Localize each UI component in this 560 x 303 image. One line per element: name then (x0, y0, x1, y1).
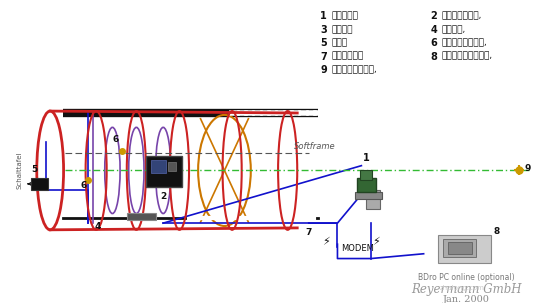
Text: 6: 6 (112, 135, 118, 144)
Bar (438, 235, 491, 263)
Bar (447, 242, 472, 254)
Text: 净空测量: 净空测量 (332, 25, 353, 34)
Text: Softframe: Softframe (295, 142, 336, 151)
Text: 6: 6 (81, 181, 87, 190)
Text: 5: 5 (320, 38, 327, 48)
Text: 马达全站仪: 马达全站仪 (332, 12, 358, 21)
Text: ⚡: ⚡ (322, 237, 330, 247)
Text: 1: 1 (320, 12, 327, 22)
Bar (146, 156, 183, 187)
Bar (31, 178, 48, 190)
Bar (168, 162, 176, 171)
Text: 4: 4 (95, 222, 101, 231)
Text: 4: 4 (430, 25, 437, 35)
Text: 信号传输装置: 信号传输装置 (332, 52, 364, 61)
Text: 8: 8 (493, 227, 500, 236)
Text: 7: 7 (320, 52, 327, 62)
Bar (361, 171, 372, 180)
Text: BDro PC online (optional): BDro PC online (optional) (418, 273, 515, 282)
Text: 7: 7 (306, 228, 312, 237)
Text: 9: 9 (320, 65, 327, 75)
Text: 1: 1 (363, 153, 370, 163)
Text: Schalttafel: Schalttafel (17, 152, 22, 189)
Text: 2: 2 (430, 12, 437, 22)
Bar (151, 160, 166, 173)
Text: 2: 2 (160, 192, 166, 201)
Text: Reyermann GmbH: Reyermann GmbH (412, 283, 522, 296)
Bar (366, 190, 380, 209)
Text: 倾斜仪: 倾斜仪 (332, 38, 348, 47)
Text: 5: 5 (32, 165, 38, 174)
Text: 洞外系统控制计算机,: 洞外系统控制计算机, (442, 52, 493, 61)
Text: 数据传输,: 数据传输, (442, 25, 466, 34)
Text: 计算机处理系统,: 计算机处理系统, (442, 12, 482, 21)
Text: 8: 8 (430, 52, 437, 62)
Text: 3: 3 (320, 25, 327, 35)
Text: zhulong.com: zhulong.com (440, 285, 484, 291)
Text: ⚡: ⚡ (372, 237, 380, 247)
Bar (354, 191, 381, 199)
Text: 6: 6 (430, 38, 437, 48)
Text: 马达棱镜（前视）,: 马达棱镜（前视）, (442, 38, 488, 47)
Text: Jan. 2000: Jan. 2000 (444, 295, 490, 303)
Text: 9: 9 (524, 164, 530, 173)
Text: MODEM: MODEM (341, 244, 374, 252)
Bar (443, 239, 477, 257)
Bar (357, 178, 376, 191)
Text: 远程棱镜（后视）,: 远程棱镜（后视）, (332, 65, 377, 74)
Bar (127, 213, 156, 220)
